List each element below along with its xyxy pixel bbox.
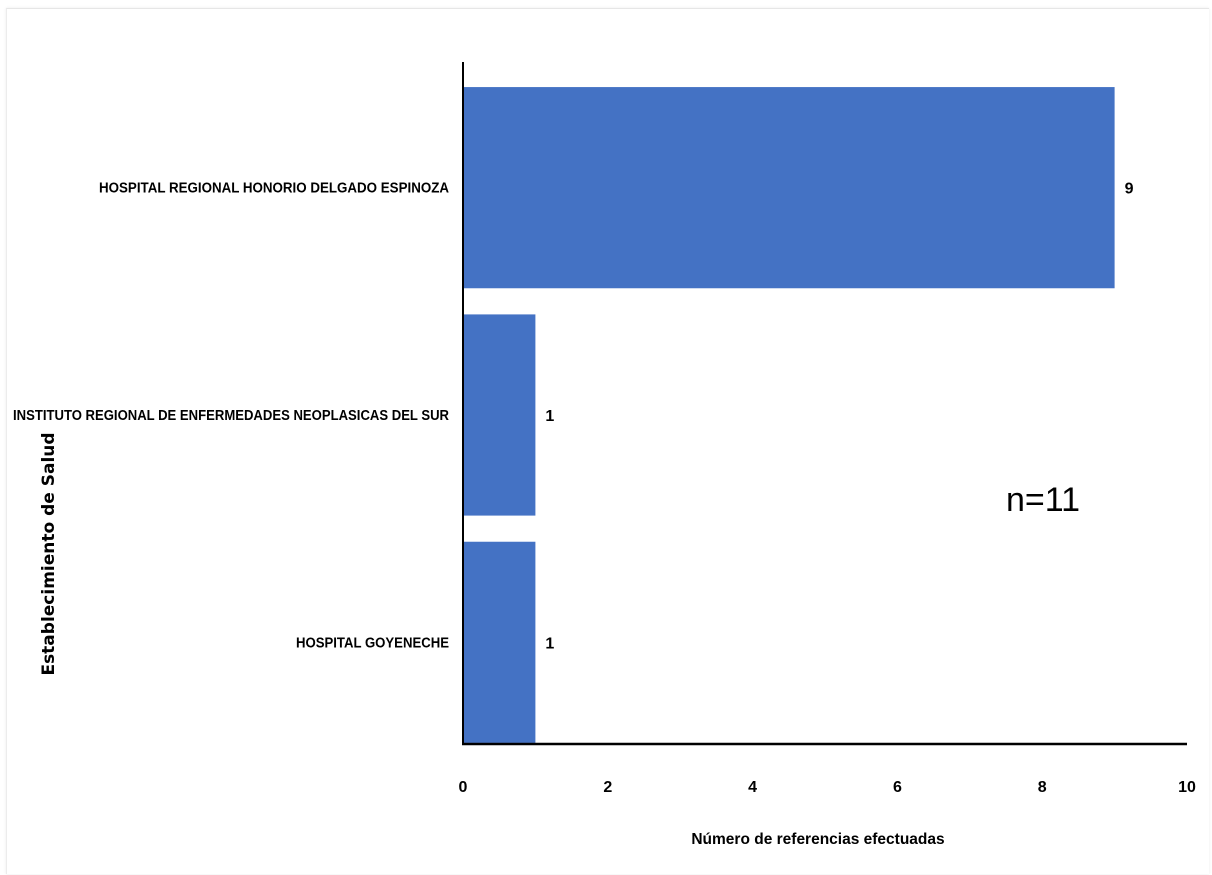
sample-size-annotation: n=11: [1006, 481, 1080, 519]
data-label-2: 1: [545, 635, 554, 652]
x-tick-label-4: 4: [748, 779, 757, 796]
y-axis-title: Establecimiento de Salud: [39, 432, 59, 675]
x-tick-label-8: 8: [1038, 779, 1047, 796]
data-label-0: 9: [1125, 181, 1134, 198]
x-tick-label-2: 2: [603, 779, 612, 796]
x-axis-title: Número de referencias efectuadas: [691, 831, 944, 848]
bars-layer: [464, 87, 1115, 743]
x-tick-label-6: 6: [893, 779, 902, 796]
data-labels: 9 1 1: [545, 181, 1133, 653]
bar-1: [464, 314, 536, 516]
bar-0: [464, 87, 1115, 289]
x-tick-labels: 0 2 4 6 8 10: [459, 779, 1196, 796]
x-tick-label-10: 10: [1178, 779, 1196, 796]
category-label-0: HOSPITAL REGIONAL HONORIO DELGADO ESPINO…: [99, 181, 449, 197]
category-label-1: INSTITUTO REGIONAL DE ENFERMEDADES NEOPL…: [13, 408, 449, 424]
category-labels: HOSPITAL REGIONAL HONORIO DELGADO ESPINO…: [13, 181, 449, 652]
bar-2: [464, 541, 536, 743]
data-label-1: 1: [545, 408, 554, 425]
x-tick-label-0: 0: [459, 779, 468, 796]
category-label-2: HOSPITAL GOYENECHE: [296, 635, 449, 651]
